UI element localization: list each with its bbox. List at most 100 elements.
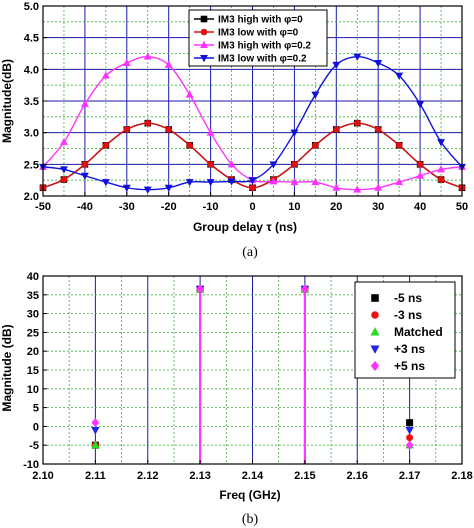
data-point [196, 284, 205, 294]
x-tick-label: -30 [119, 201, 135, 213]
data-point [395, 72, 404, 80]
data-point [59, 166, 68, 174]
data-point [416, 171, 425, 179]
x-tick-label: -10 [203, 201, 219, 213]
data-point [406, 434, 414, 442]
x-tick-label: 2.15 [294, 470, 315, 482]
series-im3-low-with-0-2 [39, 53, 466, 194]
data-point [416, 101, 425, 109]
data-point [91, 426, 100, 435]
data-point [60, 176, 68, 183]
data-point [395, 142, 403, 149]
data-point [406, 419, 414, 427]
y-tick-label: 5.0 [24, 1, 39, 13]
legend-marker [200, 40, 208, 49]
legend-label: IM3 low with φ=0.2 [218, 54, 307, 65]
y-tick-label: 15 [27, 365, 39, 377]
x-tick-label: 0 [249, 201, 255, 213]
data-point [332, 183, 341, 191]
x-tick-label: 2.16 [347, 470, 368, 482]
y-axis-title: Magnitude(dB) [0, 59, 14, 143]
y-tick-label: 35 [27, 290, 39, 302]
panel-label-a: (a) [242, 245, 258, 260]
legend-a: IM3 high with φ=0 IM3 low with φ=0 IM3 hig… [188, 9, 328, 67]
data-point [300, 284, 309, 294]
legend-label: +3 ns [394, 342, 425, 356]
data-point [311, 177, 320, 186]
data-point [405, 440, 414, 450]
x-axis-title: Freq (GHz) [219, 488, 280, 502]
data-point [395, 177, 404, 186]
y-tick-label: 30 [27, 309, 39, 321]
data-point [81, 161, 89, 168]
y-tick-label: 40 [27, 271, 39, 283]
legend-label: IM3 low with φ=0 [218, 28, 299, 39]
data-point [416, 161, 424, 168]
data-point [374, 126, 382, 133]
x-tick-label: 2.13 [189, 470, 210, 482]
x-tick-label: 20 [330, 201, 342, 213]
data-point [143, 52, 152, 60]
data-point [353, 185, 362, 193]
legend-marker [200, 54, 208, 63]
y-tick-label: 5 [33, 403, 39, 415]
y-tick-label: -5 [29, 440, 39, 452]
x-tick-label: 2.17 [399, 470, 420, 482]
data-point [290, 177, 299, 186]
data-point [144, 119, 152, 127]
data-point [185, 179, 194, 187]
legend-marker [200, 15, 208, 23]
data-point [164, 184, 173, 192]
x-tick-label: -20 [161, 201, 177, 213]
legend-label: IM3 high with φ=0 [218, 15, 303, 26]
data-point [59, 137, 68, 146]
data-point [312, 142, 319, 149]
data-point [437, 176, 445, 183]
data-point [102, 142, 110, 149]
x-tick-label: -40 [77, 201, 93, 213]
data-point [332, 126, 340, 133]
y-tick-label: 4.0 [24, 64, 39, 76]
data-point [186, 142, 193, 149]
x-tick-label: 50 [456, 201, 468, 213]
data-point [91, 418, 100, 428]
y-tick-label: 25 [27, 327, 39, 339]
data-point [164, 60, 173, 68]
data-point [374, 59, 383, 68]
y-tick-label: 20 [27, 346, 39, 358]
data-point [311, 91, 320, 99]
x-tick-label: 2.10 [32, 470, 53, 482]
x-tick-label: 2.18 [451, 470, 472, 482]
y-tick-label: 10 [27, 384, 39, 396]
data-point [249, 184, 256, 192]
legend-marker [371, 294, 379, 302]
data-point [248, 177, 257, 185]
x-tick-label: 30 [372, 201, 384, 213]
series-5-ns [91, 284, 414, 450]
legend-label: -3 ns [394, 308, 422, 322]
x-tick-label: 2.11 [85, 470, 106, 482]
data-point [91, 440, 100, 449]
legend-label: +5 ns [394, 359, 425, 373]
data-point [291, 161, 298, 168]
y-tick-label: 3.5 [24, 96, 39, 108]
data-point [207, 161, 214, 168]
y-axis-title: Magnitude (dB) [0, 324, 14, 411]
legend-marker [200, 28, 208, 36]
data-point [269, 161, 278, 169]
data-point [353, 119, 361, 127]
data-point [101, 71, 110, 79]
data-point [80, 99, 89, 108]
x-axis-title: Group delay τ (ns) [193, 220, 297, 234]
data-point [437, 165, 446, 173]
data-point [143, 186, 152, 194]
x-tick-label: 40 [414, 201, 426, 213]
data-point [353, 53, 362, 61]
legend-marker [370, 327, 380, 336]
data-point [123, 126, 131, 133]
data-point [122, 184, 131, 192]
data-point [374, 183, 383, 191]
y-tick-label: -10 [23, 459, 39, 471]
data-point [227, 178, 236, 186]
